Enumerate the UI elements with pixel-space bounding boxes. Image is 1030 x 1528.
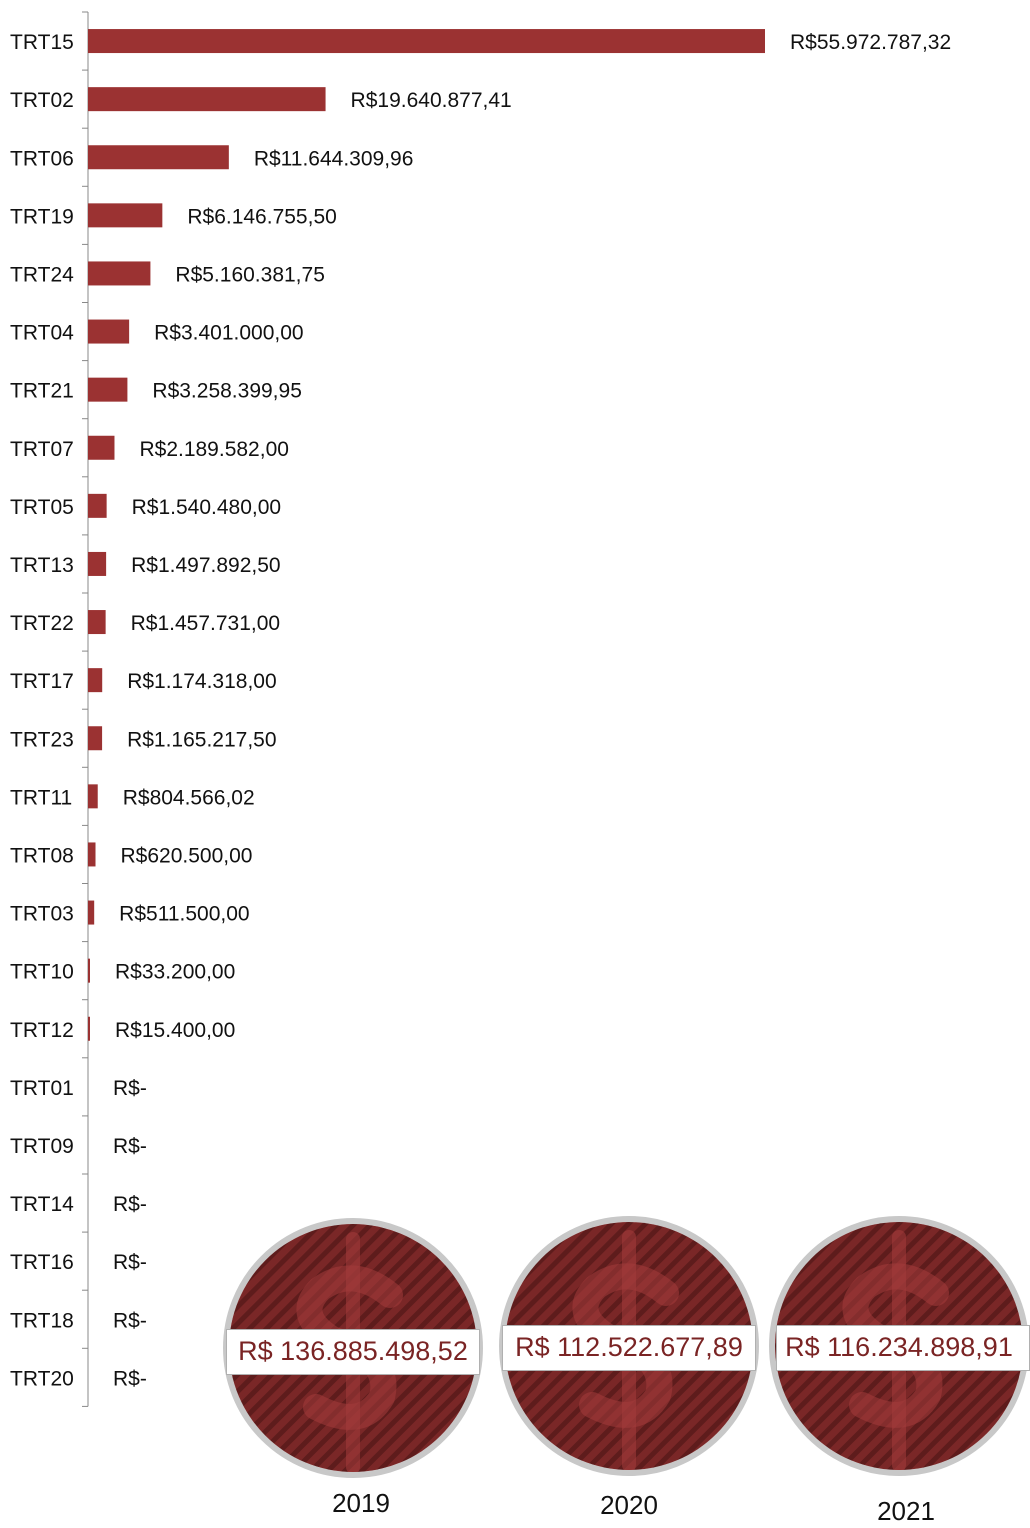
bar-TRT13	[88, 551, 107, 576]
data-label: R$-	[113, 1367, 147, 1390]
total-amount-2019: R$ 136.885.498,52	[238, 1336, 468, 1366]
data-label: R$1.165.217,50	[127, 728, 276, 751]
data-label: R$-	[113, 1077, 147, 1100]
data-label: R$620.500,00	[121, 844, 253, 867]
bar-TRT21	[88, 377, 128, 402]
category-label: TRT09	[10, 1135, 74, 1158]
category-label: TRT23	[10, 728, 74, 751]
data-label: R$-	[113, 1193, 147, 1216]
total-badge-2020: R$ 112.522.677,89	[498, 1215, 760, 1477]
data-label: R$-	[113, 1309, 147, 1332]
data-label: R$-	[113, 1135, 147, 1158]
bar-TRT15	[88, 29, 765, 54]
data-label: R$3.258.399,95	[152, 380, 301, 403]
bar-TRT19	[88, 203, 163, 228]
data-label: R$511.500,00	[119, 903, 249, 926]
category-label: TRT12	[10, 1019, 74, 1042]
total-amount-2021: R$ 116.234.898,91	[785, 1332, 1013, 1362]
category-label: TRT18	[10, 1309, 74, 1332]
category-label: TRT04	[10, 322, 74, 345]
category-label: TRT21	[10, 380, 74, 403]
data-label: R$3.401.000,00	[154, 322, 303, 345]
category-label: TRT13	[10, 554, 74, 577]
category-label: TRT03	[10, 903, 74, 926]
bar-TRT06	[88, 145, 229, 170]
bar-TRT04	[88, 319, 130, 344]
category-label: TRT16	[10, 1251, 74, 1274]
data-label: R$19.640.877,41	[351, 89, 512, 112]
data-label: R$-	[113, 1251, 147, 1274]
category-label: TRT20	[10, 1367, 74, 1390]
year-label-2019: 2019	[332, 1488, 390, 1518]
bar-TRT03	[88, 900, 95, 925]
category-label: TRT06	[10, 147, 74, 170]
category-label: TRT05	[10, 496, 74, 519]
bar-TRT23	[88, 726, 103, 751]
category-label: TRT02	[10, 89, 74, 112]
category-label: TRT08	[10, 844, 74, 867]
data-label: R$15.400,00	[115, 1019, 235, 1042]
data-label: R$5.160.381,75	[175, 263, 324, 286]
category-label: TRT24	[10, 263, 74, 286]
data-label: R$1.497.892,50	[131, 554, 280, 577]
data-label: R$1.540.480,00	[132, 496, 281, 519]
data-label: R$11.644.309,96	[254, 147, 414, 170]
year-label-2021: 2021	[877, 1496, 935, 1526]
bar-TRT08	[88, 842, 96, 867]
category-label: TRT15	[10, 31, 74, 54]
year-label-2020: 2020	[600, 1490, 658, 1520]
bar-TRT07	[88, 435, 115, 460]
data-label: R$1.174.318,00	[127, 670, 276, 693]
bar-TRT12	[88, 1016, 90, 1041]
data-label: R$33.200,00	[115, 961, 235, 984]
total-badge-2019: R$ 136.885.498,52	[222, 1217, 484, 1479]
category-label: TRT01	[10, 1077, 74, 1100]
category-label: TRT10	[10, 961, 74, 984]
bar-TRT17	[88, 668, 103, 693]
bar-chart: TRT15 R$55.972.787,32 TRT02 R$19.640.877,41…	[10, 11, 951, 1407]
category-label: TRT11	[10, 786, 72, 809]
category-label: TRT17	[10, 670, 74, 693]
bar-TRT22	[88, 610, 106, 635]
data-label: R$6.146.755,50	[187, 205, 336, 228]
data-label: R$804.566,02	[123, 786, 255, 809]
bar-TRT10	[88, 958, 90, 983]
data-label: R$2.189.582,00	[139, 438, 288, 461]
data-label: R$55.972.787,32	[790, 31, 951, 54]
bar-TRT02	[88, 87, 326, 112]
data-label: R$1.457.731,00	[131, 612, 280, 635]
bar-TRT24	[88, 261, 151, 286]
category-label: TRT07	[10, 438, 74, 461]
category-label: TRT19	[10, 205, 74, 228]
bar-TRT05	[88, 493, 107, 518]
total-amount-2020: R$ 112.522.677,89	[515, 1332, 743, 1362]
bar-TRT11	[88, 784, 98, 809]
total-badge-2021: R$ 116.234.898,91	[768, 1215, 1030, 1477]
category-label: TRT22	[10, 612, 74, 635]
category-label: TRT14	[10, 1193, 74, 1216]
